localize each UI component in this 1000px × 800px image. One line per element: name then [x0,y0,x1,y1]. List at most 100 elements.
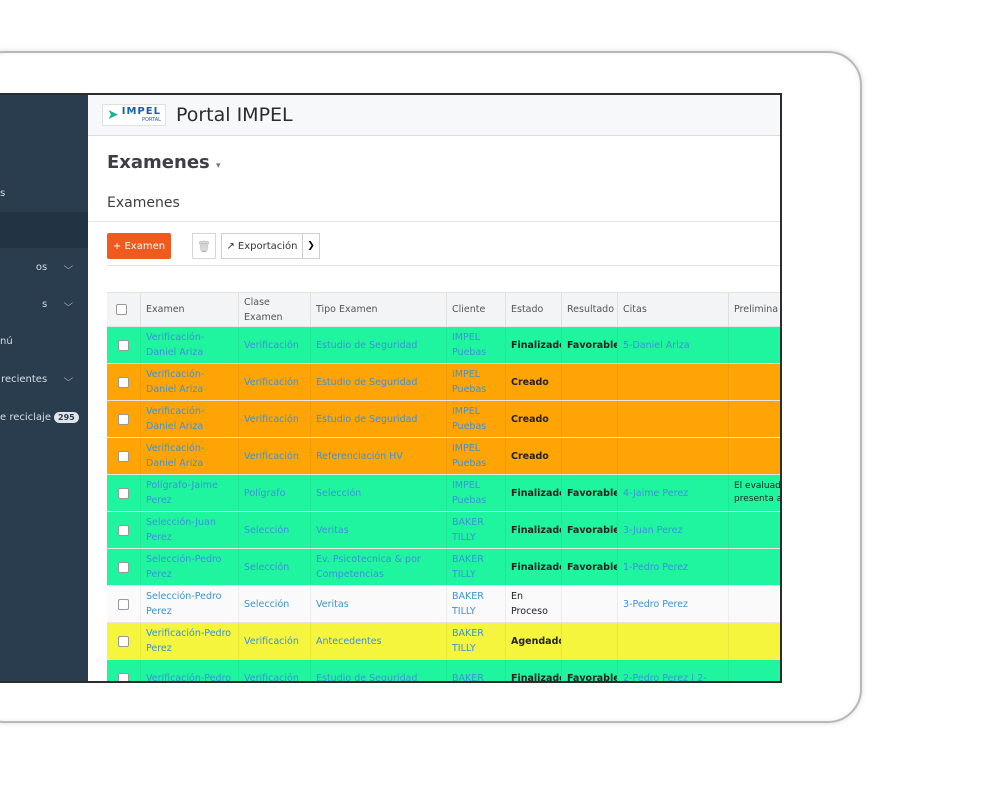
row-checkbox[interactable] [118,487,129,499]
header-cell[interactable]: Tipo Examen [311,293,447,326]
estado-text: Creado [511,450,549,462]
row-checkbox[interactable] [118,672,129,681]
sidebar-label: s [0,187,6,199]
table-row: Verificación-Pedro Perez Verificación Ante… [107,623,780,660]
clase-text[interactable]: Selección [244,524,290,536]
header-cell[interactable]: Estado [506,293,562,326]
cell [618,623,729,659]
sidebar-item[interactable]: os ⌵ [0,249,88,285]
row-checkbox[interactable] [118,524,129,536]
page-title[interactable]: Examenes ▾ [107,152,221,173]
clase-text[interactable]: Selección [244,561,290,573]
examen-text[interactable]: Selección-Pedro Perez [146,591,222,617]
citas-text[interactable]: 5-Daniel Ariza [623,339,690,351]
cliente-text[interactable]: BAKER TILLY [452,628,484,654]
clase-text[interactable]: Verificación [244,339,299,351]
tipo-text[interactable]: Referenciación HV [316,450,403,462]
cell: Finalizado [506,660,562,683]
logo[interactable]: ➤ IMPEL PORTAL [102,104,166,126]
cell: Verificación-Pedro [141,660,239,683]
clase-text[interactable]: Verificación [244,413,299,425]
tipo-text[interactable]: Selección [316,487,362,499]
row-checkbox[interactable] [118,450,129,462]
examen-text[interactable]: Selección-Pedro Perez [146,554,222,580]
cell: Estudio de Seguridad [311,327,447,363]
sidebar-item[interactable]: s ⌵ [0,286,88,322]
citas-text[interactable]: 3-Pedro Perez [623,598,689,610]
citas-text[interactable]: 2-Pedro Perez | 2- [623,672,707,683]
cliente-text[interactable]: IMPEL Puebas [452,480,487,506]
cell [729,364,780,400]
header-cell[interactable]: Clase Examen [239,293,311,326]
clase-text[interactable]: Selección [244,598,290,610]
cell [107,364,141,400]
estado-text: Finalizado [511,672,562,683]
sidebar-label: e reciclaje [0,411,51,423]
sidebar-item[interactable]: nú [0,323,88,359]
add-button[interactable]: + Examen [107,233,171,259]
examen-text[interactable]: Verificación-Daniel Ariza [146,332,205,358]
citas-text[interactable]: 4-Jaime Perez [623,487,689,499]
row-checkbox[interactable] [118,413,129,425]
clase-text[interactable]: Verificación [244,450,299,462]
examen-text[interactable]: Verificación-Daniel Ariza [146,443,205,469]
logo-name: IMPEL [121,106,161,117]
cliente-text[interactable]: BAKER TILLY [452,517,484,543]
examen-text[interactable]: Selección-Juan Perez [146,517,216,543]
examen-text[interactable]: Verificación-Daniel Ariza [146,406,205,432]
examen-text[interactable]: Verificación-Pedro [146,672,232,683]
tipo-text[interactable]: Veritas [316,524,349,536]
cell: Polígrafo [239,475,311,511]
tipo-text[interactable]: Veritas [316,598,349,610]
tipo-text[interactable]: Estudio de Seguridad [316,413,418,425]
row-checkbox[interactable] [118,635,129,647]
cliente-text[interactable]: BAKER [452,672,484,683]
delete-button[interactable]: 🗑 [192,233,216,259]
header-cell[interactable]: Resultado [562,293,618,326]
header-cell[interactable]: Examen [141,293,239,326]
cliente-text[interactable]: IMPEL Puebas [452,443,487,469]
sidebar-active [0,212,88,248]
tipo-text[interactable]: Estudio de Seguridad [316,339,418,351]
examen-text[interactable]: Polígrafo-Jaime Perez [146,480,218,506]
sidebar-label: os [35,261,48,273]
tipo-text[interactable]: Ev. Psicotecnica & por Competencias [316,554,421,580]
cell [729,401,780,437]
header-cell[interactable]: Citas [618,293,729,326]
export-dropdown[interactable]: ❯ [302,233,320,259]
sidebar-item[interactable]: e reciclaje 295 [0,399,88,435]
cliente-text[interactable]: BAKER TILLY [452,591,484,617]
resultado-text: Favorable [567,524,618,536]
sidebar-item[interactable]: s [0,175,88,211]
row-checkbox[interactable] [118,598,129,610]
sidebar-item[interactable]: recientes ⌵ [0,361,88,397]
tipo-text[interactable]: Estudio de Seguridad [316,672,418,683]
cell: Favorable [562,327,618,363]
row-checkbox[interactable] [118,339,129,351]
clase-text[interactable]: Verificación [244,635,299,647]
tipo-text[interactable]: Estudio de Seguridad [316,376,418,388]
header-cell[interactable]: Prelimina [729,293,780,326]
header-cell[interactable]: Cliente [447,293,506,326]
clase-text[interactable]: Polígrafo [244,487,286,499]
row-checkbox[interactable] [118,376,129,388]
cell: Agendado [506,623,562,659]
row-checkbox[interactable] [118,561,129,573]
tipo-text[interactable]: Antecedentes [316,635,382,647]
citas-text[interactable]: 3-Juan Perez [623,524,683,536]
table-header: Examen Clase Examen Tipo Examen Cliente Esta… [107,292,780,327]
cliente-text[interactable]: IMPEL Puebas [452,332,487,358]
clase-text[interactable]: Verificación [244,376,299,388]
select-all[interactable] [116,304,127,315]
citas-text[interactable]: 1-Pedro Perez [623,561,689,573]
cliente-text[interactable]: IMPEL Puebas [452,406,487,432]
export-button[interactable]: ↗ Exportación [221,233,303,259]
clase-text[interactable]: Verificación [244,672,299,683]
cell: Selección [239,586,311,622]
cliente-text[interactable]: IMPEL Puebas [452,369,487,395]
examen-text[interactable]: Verificación-Pedro Perez [146,628,232,654]
cell: Verificación [239,364,311,400]
examen-text[interactable]: Verificación-Daniel Ariza [146,369,205,395]
cliente-text[interactable]: BAKER TILLY [452,554,484,580]
cell [562,623,618,659]
